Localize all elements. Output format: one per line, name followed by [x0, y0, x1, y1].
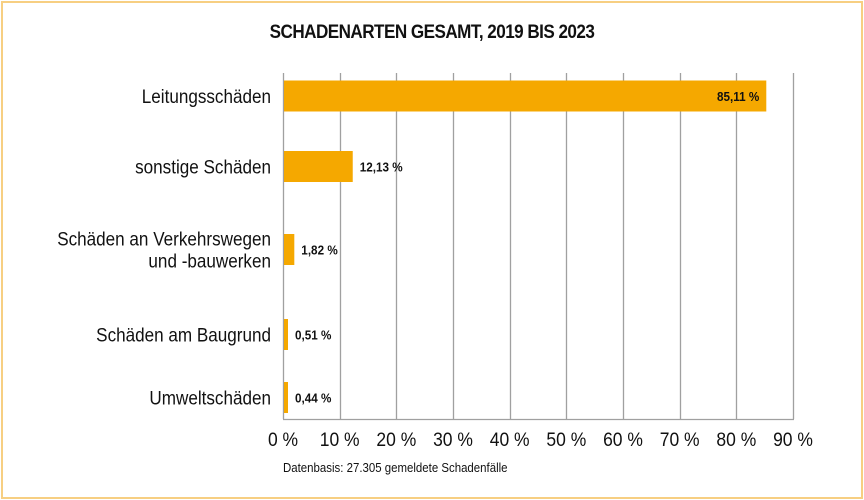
bar [284, 80, 767, 112]
category-label: Schäden an Verkehrswegen [57, 229, 271, 250]
x-tick-label: 10 % [320, 428, 360, 450]
category-label: Leitungsschäden [142, 86, 271, 107]
x-tick-label: 0 % [268, 428, 298, 450]
chart-title: SCHADENARTEN GESAMT, 2019 BIS 2023 [269, 22, 595, 43]
bar [284, 382, 288, 413]
x-tick-label: 50 % [546, 428, 586, 450]
bar [284, 234, 295, 265]
x-tick-label: 30 % [433, 428, 473, 450]
x-tick-label: 70 % [660, 428, 700, 450]
data-label: 0,51 % [295, 328, 331, 343]
category-label: sonstige Schäden [135, 157, 271, 178]
bar [284, 151, 353, 182]
x-tick-label: 40 % [490, 428, 530, 450]
data-label: 12,13 % [360, 160, 403, 175]
category-label: Umweltschäden [149, 388, 271, 409]
data-label: 0,44 % [295, 391, 331, 406]
category-label: und -bauwerken [148, 251, 271, 272]
bar [284, 319, 288, 350]
x-tick-label: 60 % [603, 428, 643, 450]
chart-footnote: Datenbasis: 27.305 gemeldete Schadenfäll… [283, 460, 508, 475]
data-label: 85,11 % [717, 89, 759, 104]
x-tick-label: 90 % [773, 428, 813, 450]
x-tick-label: 80 % [716, 428, 756, 450]
x-tick-label: 20 % [376, 428, 416, 450]
data-label: 1,82 % [301, 243, 337, 258]
category-label: Schäden am Baugrund [96, 325, 271, 346]
